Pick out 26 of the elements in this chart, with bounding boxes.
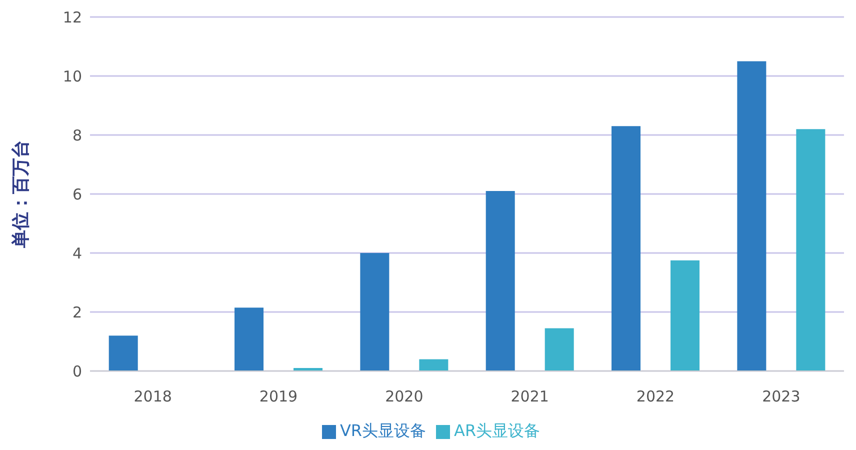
y-tick-label: 10 [62,67,82,86]
x-tick-label: 2022 [636,388,675,406]
bar [234,308,264,371]
bar [737,61,766,371]
bar [419,359,448,371]
y-tick-label: 4 [72,244,82,262]
bar [670,260,700,371]
x-tick-label: 2020 [385,388,424,406]
legend-label: VR头显设备 [340,421,426,440]
x-tick-label: 2023 [762,388,800,406]
x-tick-label: 2021 [510,388,549,406]
bar [612,126,641,371]
x-tick-label: 2019 [259,388,298,406]
y-tick-label: 0 [72,362,82,380]
bar [360,253,390,371]
bar [108,336,138,371]
y-tick-label: 2 [72,303,82,322]
y-tick-label: 6 [72,185,82,204]
bar [544,328,574,371]
bar [486,191,515,371]
legend-label: AR头显设备 [454,421,540,440]
x-tick-label: 2018 [134,388,172,406]
y-tick-label: 8 [72,126,82,144]
y-axis-title: 单位：百万台 [10,140,32,249]
bar [796,129,826,371]
y-tick-label: 12 [62,8,82,26]
